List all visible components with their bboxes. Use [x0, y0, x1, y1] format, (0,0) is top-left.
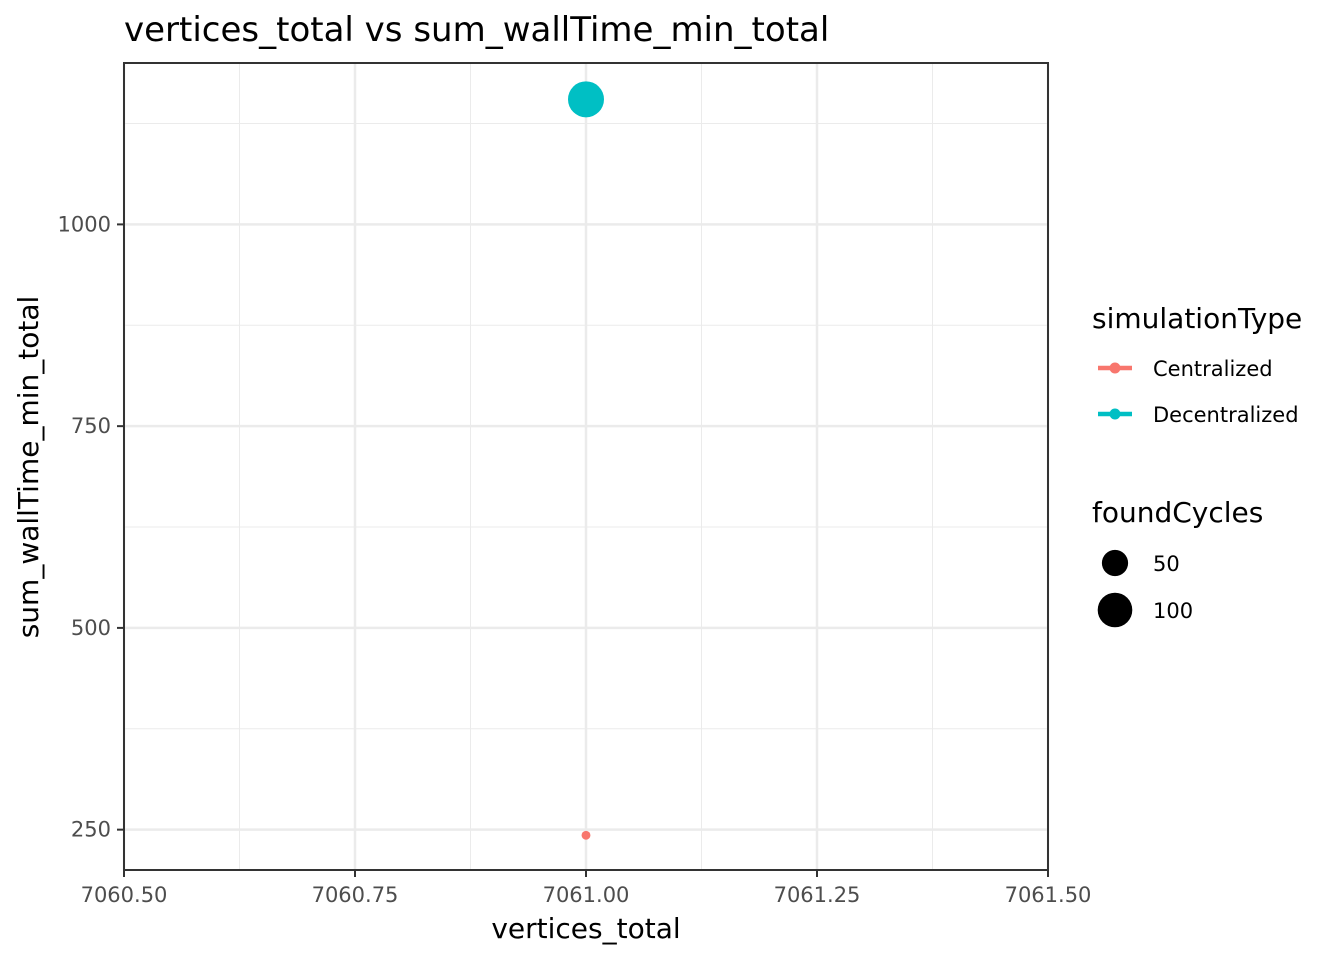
x-tick-label: 7060.75 [312, 883, 399, 907]
legend-size-label: 100 [1153, 599, 1193, 623]
point-decentralized [568, 81, 604, 118]
x-tick-label: 7061.00 [543, 883, 630, 907]
y-tick-label: 1000 [58, 212, 111, 236]
x-axis-ticks: 7060.50 7060.75 7061.00 7061.25 7061.50 [81, 870, 1092, 907]
legend-size-key: 50 [1101, 549, 1180, 577]
legend-size-swatch [1097, 592, 1133, 628]
y-axis-label: sum_wallTime_min_total [12, 296, 45, 639]
legend-swatch-point [1109, 362, 1121, 374]
legend-color-title: simulationType [1092, 302, 1302, 335]
legend: simulationType CentralizedDecentralized … [1092, 302, 1302, 628]
legend-key-centralized: Centralized [1098, 357, 1273, 381]
x-tick-label: 7061.25 [774, 883, 861, 907]
x-tick-label: 7061.50 [1005, 883, 1092, 907]
point-centralized [581, 830, 591, 840]
y-tick-label: 500 [71, 616, 111, 640]
legend-key-decentralized: Decentralized [1098, 403, 1299, 427]
y-tick-label: 250 [71, 818, 111, 842]
legend-label: Decentralized [1153, 403, 1299, 427]
y-axis-ticks: 250 500 750 1000 [58, 212, 124, 842]
legend-label: Centralized [1153, 357, 1273, 381]
legend-color-items: Centralized Decentralized [1098, 357, 1299, 427]
legend-size-items: 50 100 [1097, 549, 1193, 628]
data-points [568, 81, 604, 840]
chart-title: vertices_total vs sum_wallTime_min_total [124, 10, 829, 50]
x-axis-label: vertices_total [491, 912, 680, 945]
x-tick-label: 7060.50 [81, 883, 168, 907]
y-tick-label: 750 [71, 414, 111, 438]
legend-size-label: 50 [1153, 552, 1180, 576]
legend-swatch-point [1109, 408, 1121, 420]
legend-size-swatch [1101, 549, 1129, 577]
legend-size-title: foundCycles [1092, 496, 1263, 529]
legend-size-key: 100 [1097, 592, 1193, 628]
